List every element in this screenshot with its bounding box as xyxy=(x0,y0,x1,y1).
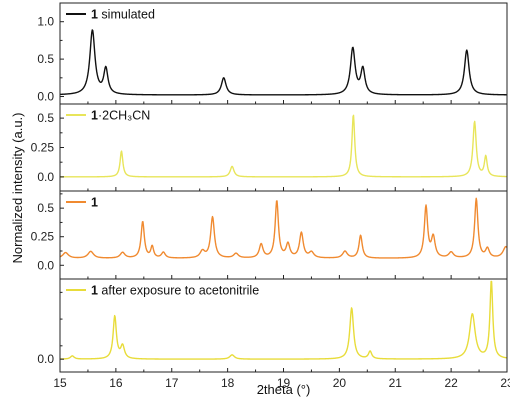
y-axis-title: Normalized intensity (a.u.) xyxy=(10,113,25,264)
series-line-1 xyxy=(59,29,508,96)
legend-compound-number: 1 xyxy=(91,109,98,123)
panel-1: 0.0 0.5 1.0 1 simulated xyxy=(37,2,508,105)
y-tick-label: 0.25 xyxy=(31,230,55,244)
series-line-3 xyxy=(59,197,508,259)
x-tick-label: 21 xyxy=(389,376,403,390)
x-tick-label: 15 xyxy=(53,376,67,390)
panel-frame-3 xyxy=(59,190,508,280)
legend-label: after exposure to acetonitrile xyxy=(98,284,259,298)
y-tick-label: 0.0 xyxy=(37,170,54,184)
x-tick-label: 23 xyxy=(500,376,510,390)
series-line-2 xyxy=(59,114,508,178)
legend-entry-4: 1 after exposure to acetonitrile xyxy=(91,284,259,298)
y-tick-label: 0.0 xyxy=(37,258,54,272)
x-tick-label: 16 xyxy=(109,376,123,390)
legend-compound-number: 1 xyxy=(91,8,98,22)
panel-2: 0.0 0.25 0.5 1·2CH₃CN xyxy=(31,103,508,192)
y-tick-label: 0.5 xyxy=(37,201,54,215)
x-tick-label: 18 xyxy=(221,376,235,390)
x-axis: 15 16 17 18 19 20 21 22 23 xyxy=(53,376,510,390)
y-tick-label: 0.0 xyxy=(37,90,54,104)
panel-4: 0.0 1 after exposure to acetonitrile xyxy=(37,278,508,373)
y-tick-label: 0.0 xyxy=(37,352,54,366)
x-tick-label: 22 xyxy=(444,376,458,390)
legend-compound-number: 1 xyxy=(91,284,98,298)
legend-entry-2: 1·2CH₃CN xyxy=(91,109,150,123)
series-line-4 xyxy=(59,280,508,360)
y-tick-label: 0.5 xyxy=(37,52,54,66)
y-tick-label: 0.25 xyxy=(31,141,55,155)
legend-entry-3: 1 xyxy=(91,196,98,210)
legend-label: simulated xyxy=(98,8,155,22)
x-tick-label: 20 xyxy=(333,376,347,390)
legend-entry-1: 1 simulated xyxy=(91,8,155,22)
x-axis-title: 2theta (°) xyxy=(257,382,311,397)
y-tick-label: 1.0 xyxy=(37,15,54,29)
y-tick-label: 0.5 xyxy=(37,111,54,125)
legend-compound-number: 1 xyxy=(91,196,98,210)
panel-3: 0.0 0.25 0.5 1 xyxy=(31,190,508,280)
x-tick-label: 19 xyxy=(277,376,291,390)
legend-label: ·2CH₃CN xyxy=(98,109,150,123)
x-tick-label: 17 xyxy=(165,376,179,390)
